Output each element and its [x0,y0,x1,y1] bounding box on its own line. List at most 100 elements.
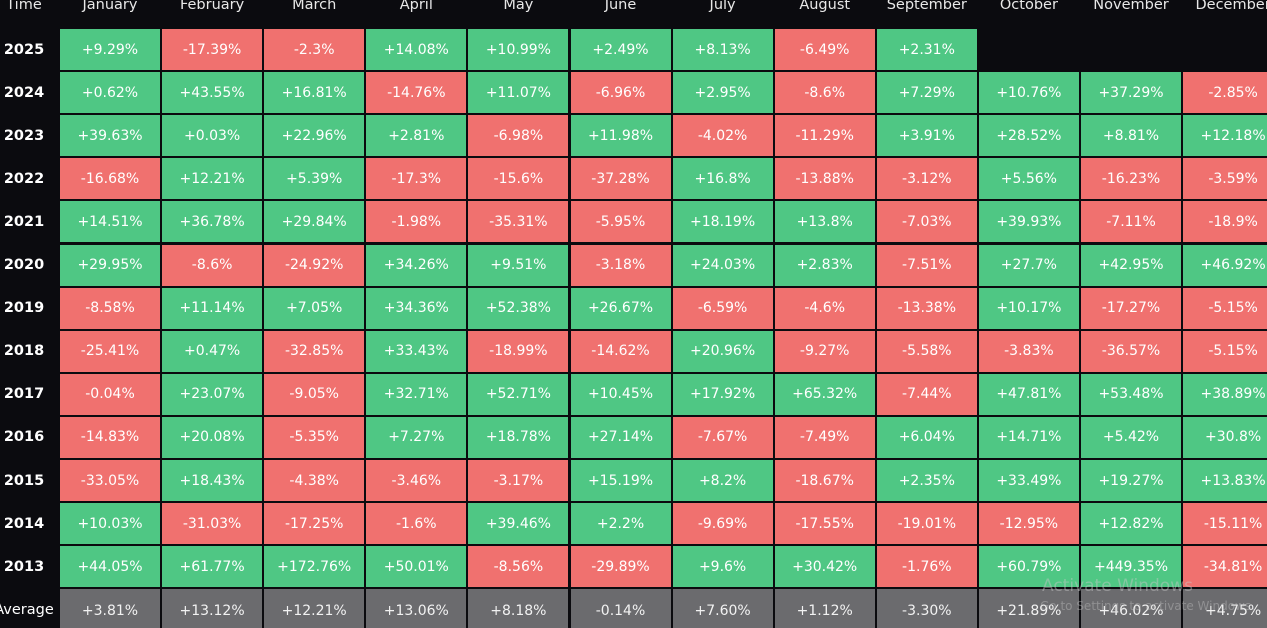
row-year-label: 2016 [3,429,45,446]
return-cell: +33.43% [366,330,467,372]
return-cell: -5.15% [1183,330,1267,372]
return-cell: -24.92% [264,244,365,286]
return-cell: -7.44% [876,373,977,415]
return-cell: -6.96% [570,72,671,114]
return-cell: -7.51% [876,244,977,286]
return-cell: -9.69% [672,503,773,545]
return-cell: +9.29% [60,29,160,70]
return-cell: +53.48% [1081,373,1181,415]
return-cell: +38.89% [1183,373,1267,415]
return-cell: -3.59% [1183,158,1267,200]
return-cell: +8.2% [672,460,773,501]
row-year-label: 2023 [3,127,45,144]
return-cell: +23.07% [162,373,263,415]
return-cell: +20.96% [672,330,773,372]
average-cell: -0.14% [570,589,671,628]
return-cell: -6.49% [774,29,875,70]
return-cell: -14.62% [570,330,671,372]
return-cell: +9.6% [672,546,773,588]
return-cell: +18.43% [162,460,263,501]
return-cell: +60.79% [978,546,1079,588]
row-year-label: 2013 [3,558,45,575]
column-header: October [999,0,1058,13]
return-cell: -32.85% [264,330,365,372]
return-cell: +50.01% [366,546,467,588]
return-cell: +16.8% [672,158,773,200]
return-cell: +7.27% [366,416,467,458]
return-cell: -1.98% [366,201,467,243]
return-cell: -18.99% [468,330,569,372]
return-cell: -35.31% [468,201,569,243]
return-cell: -18.9% [1183,201,1267,243]
return-cell: +10.76% [978,72,1079,114]
return-cell: -36.57% [1081,330,1181,372]
return-cell: -2.85% [1183,72,1267,114]
average-row-label: Average [0,601,54,618]
return-cell: +24.03% [672,244,773,286]
return-cell: +34.36% [366,287,467,329]
return-cell: -13.38% [876,287,977,329]
return-cell: +65.32% [774,373,875,415]
return-cell: -5.58% [876,330,977,372]
return-cell: +12.18% [1183,115,1267,157]
return-cell: +14.51% [60,201,160,243]
return-cell: +28.52% [978,115,1079,157]
column-header: August [799,0,851,13]
return-cell: -4.38% [264,460,365,501]
return-cell: -0.04% [60,373,160,415]
column-header: July [709,0,736,13]
row-year-label: 2024 [3,84,45,101]
column-header: March [292,0,337,13]
return-cell: +18.78% [468,416,569,458]
return-cell: -3.46% [366,460,467,501]
return-cell: +10.45% [570,373,671,415]
return-cell: -13.88% [774,158,875,200]
return-cell: +22.96% [264,115,365,157]
return-cell: +2.2% [570,503,671,545]
return-cell: -7.03% [876,201,977,243]
row-year-label: 2025 [3,41,45,58]
return-cell: +39.46% [468,503,569,545]
return-cell: -9.27% [774,330,875,372]
return-cell: -3.18% [570,244,671,286]
return-cell: -29.89% [570,546,671,588]
return-cell: +10.03% [60,503,160,545]
return-cell: +37.29% [1081,72,1181,114]
return-cell: +12.21% [162,158,263,200]
column-header: November [1093,0,1169,13]
corner-header: Time [6,0,42,13]
return-cell: +52.38% [468,287,569,329]
return-cell: -1.76% [876,546,977,588]
row-year-label: 2020 [3,257,45,273]
return-cell: -17.3% [366,158,467,200]
row-year-label: 2015 [3,472,45,489]
return-cell: +18.19% [672,201,773,243]
return-cell: -37.28% [570,158,671,200]
return-cell: +0.62% [60,72,160,114]
return-cell: +5.42% [1081,416,1181,458]
return-cell: -8.6% [774,72,875,114]
return-cell: +42.95% [1081,244,1181,286]
return-cell: +11.07% [468,72,569,114]
return-cell: -5.95% [570,201,671,243]
return-cell: -3.12% [876,158,977,200]
return-cell: +27.7% [978,244,1079,286]
column-header: April [399,0,433,13]
return-cell: -18.67% [774,460,875,501]
row-year-label: 2014 [3,515,45,532]
return-cell: +44.05% [60,546,160,588]
return-cell: +13.83% [1183,460,1267,501]
return-cell: +172.76% [264,546,365,588]
column-header: June [604,0,637,13]
return-cell: -17.25% [264,503,365,545]
return-cell: +5.39% [264,158,365,200]
return-cell: +8.13% [672,29,773,70]
return-cell: -5.15% [1183,287,1267,329]
return-cell: +39.93% [978,201,1079,243]
return-cell: +6.04% [876,416,977,458]
return-cell: -17.55% [774,503,875,545]
return-cell: -8.6% [162,244,263,286]
return-cell: +12.82% [1081,503,1181,545]
return-cell: +34.26% [366,244,467,286]
